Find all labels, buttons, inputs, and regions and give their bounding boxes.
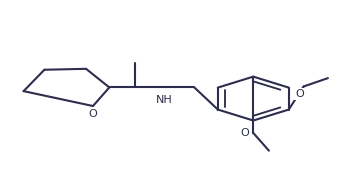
Text: O: O (295, 89, 304, 99)
Text: O: O (240, 128, 249, 138)
Text: O: O (88, 109, 98, 119)
Text: NH: NH (155, 94, 172, 105)
